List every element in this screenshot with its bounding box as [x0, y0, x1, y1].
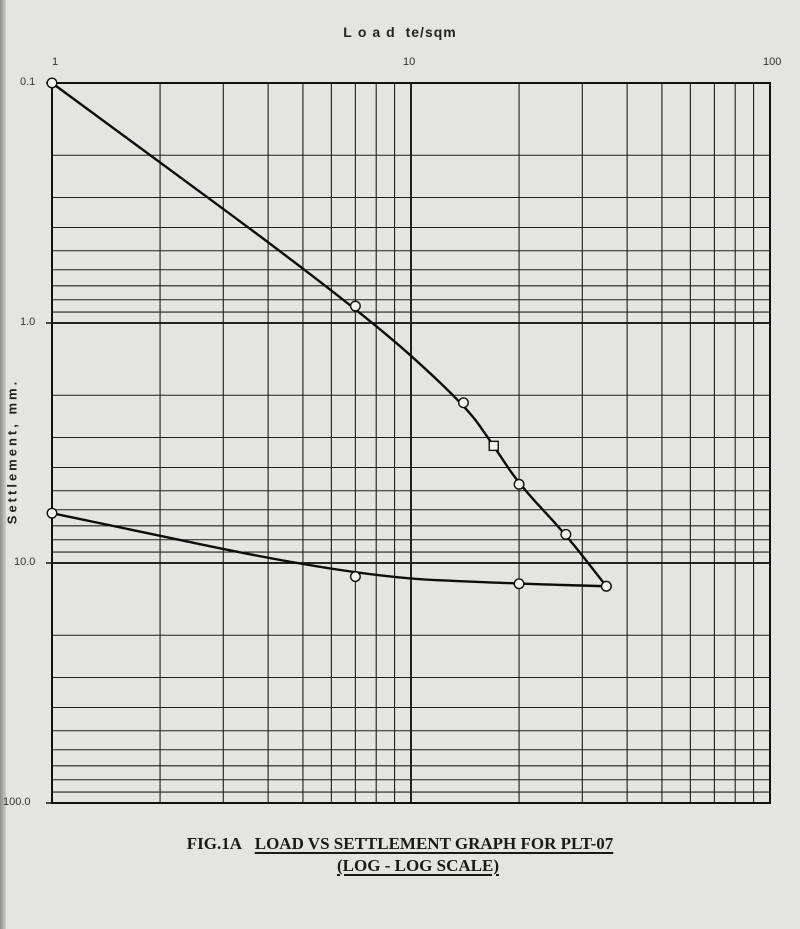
y-tick-0.1: 0.1 — [20, 76, 36, 88]
series-line-unloading — [51, 511, 607, 588]
data-series — [46, 77, 612, 592]
data-point-circle-marker — [600, 580, 612, 592]
x-tick-10: 10 — [403, 56, 416, 68]
data-point-circle-marker — [513, 578, 525, 590]
data-point-circle-marker — [46, 507, 58, 519]
data-point-square-marker — [488, 440, 499, 452]
x-axis-title: Load te/sqm — [0, 24, 800, 40]
figure-subtitle: (LOG - LOG SCALE) — [337, 856, 499, 875]
data-point-circle-marker — [560, 528, 572, 540]
y-tick-100: 100.0 — [3, 796, 31, 808]
page-edge-shadow — [0, 0, 6, 929]
data-point-circle-marker — [349, 300, 361, 312]
x-tick-1: 1 — [52, 56, 59, 68]
figure-caption-line2: (LOG - LOG SCALE) — [18, 856, 800, 876]
data-point-circle-marker — [513, 478, 525, 490]
grid-lines — [46, 82, 771, 804]
y-tick-1: 1.0 — [20, 316, 36, 328]
x-axis-title-word: Load — [343, 24, 401, 40]
y-tick-10: 10.0 — [14, 556, 36, 568]
figure-title: LOAD VS SETTLEMENT GRAPH FOR PLT-07 — [254, 834, 614, 853]
data-point-circle-marker — [457, 397, 469, 409]
data-point-circle-marker — [349, 571, 361, 583]
data-point-circle-marker — [46, 77, 58, 89]
x-tick-100: 100 — [763, 56, 782, 68]
figure-id: FIG.1A — [186, 834, 242, 853]
series-line-loading — [51, 82, 608, 587]
x-axis-title-unit: te/sqm — [405, 24, 457, 40]
figure-caption-line1: FIG.1A LOAD VS SETTLEMENT GRAPH FOR PLT-… — [0, 834, 800, 854]
